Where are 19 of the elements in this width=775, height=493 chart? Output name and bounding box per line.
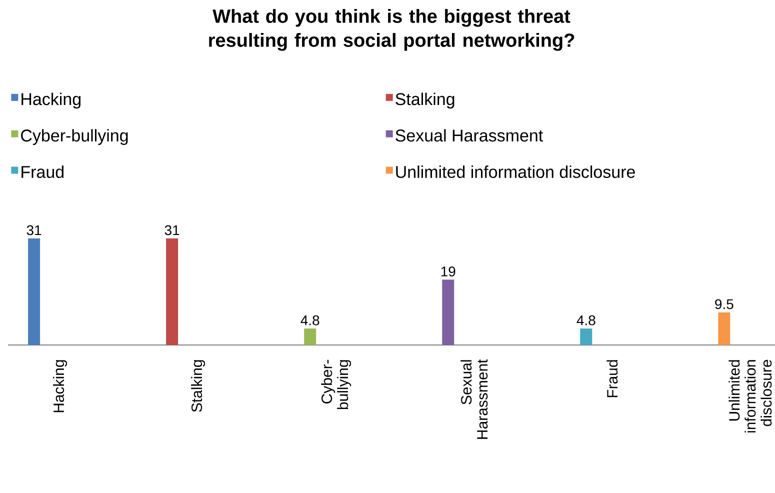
data-label: 9.5 xyxy=(715,299,734,310)
legend-label: Cyber-bullying xyxy=(21,129,128,145)
data-label: 31 xyxy=(26,225,42,236)
legend-label: Fraud xyxy=(22,166,64,178)
data-label: 4.8 xyxy=(576,315,596,326)
x-tick-label: Fraud xyxy=(606,360,618,398)
x-tick-label: Stalking xyxy=(191,360,206,412)
x-tick-label: Sexual Harassment xyxy=(460,359,488,439)
x-tick-label: Unlimited information disclosure xyxy=(728,360,772,432)
chart-title: What do you think is the biggest threat resulting from social portal networking? xyxy=(209,9,574,51)
legend-label: Hacking xyxy=(22,92,80,109)
data-label: 31 xyxy=(164,225,180,236)
data-label: 19 xyxy=(441,266,456,276)
legend-label: Stalking xyxy=(396,92,454,109)
x-tick-label: Hacking xyxy=(53,360,68,412)
legend-label: Sexual Harassment xyxy=(396,129,543,142)
legend-label: Unlimited information disclosure xyxy=(396,166,635,178)
x-tick-label: Cyber-bullying xyxy=(321,360,352,410)
data-label: 4.8 xyxy=(300,315,320,326)
